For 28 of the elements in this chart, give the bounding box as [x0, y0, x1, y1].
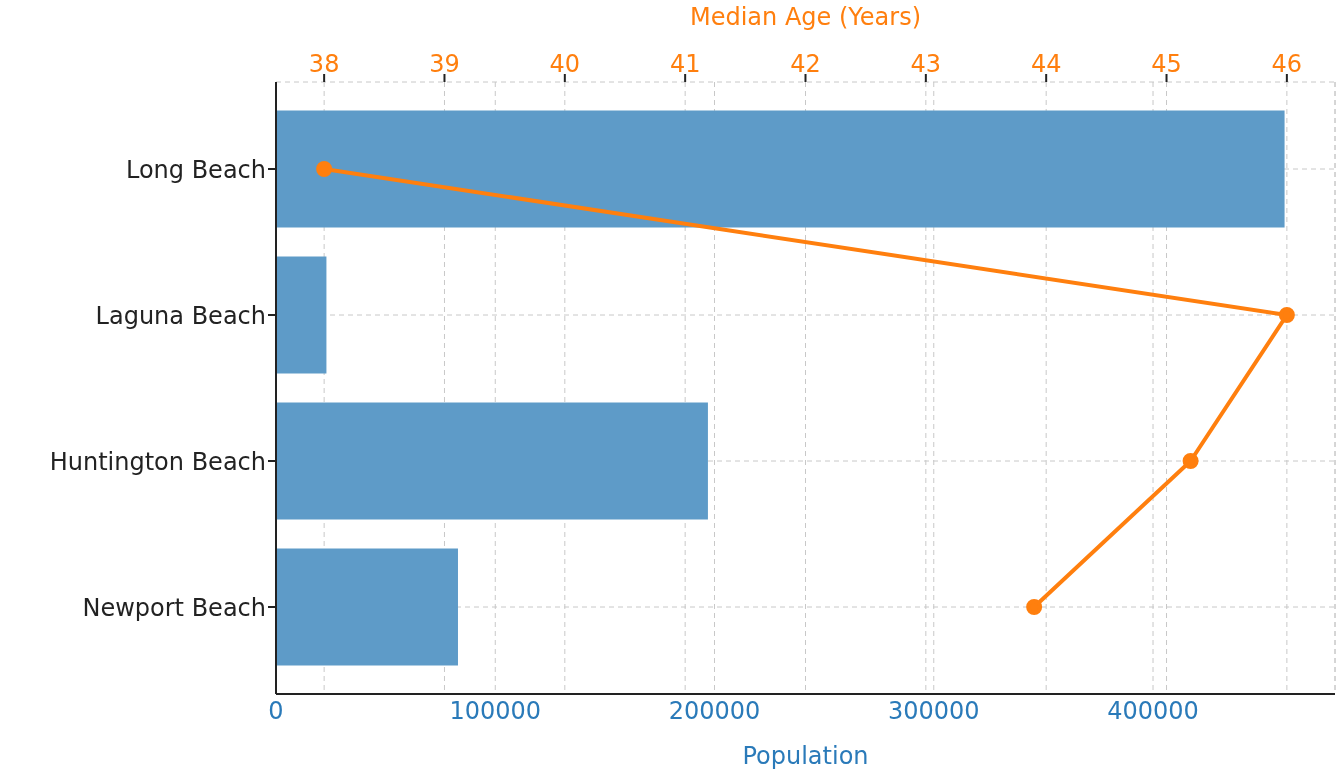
- y-tick-label: Long Beach: [125, 155, 266, 184]
- x2-tick-label: 41: [669, 50, 701, 78]
- y-tick-label: Huntington Beach: [49, 447, 266, 476]
- point: [1278, 307, 1295, 323]
- point: [316, 161, 333, 177]
- bar: [276, 548, 458, 666]
- y-tick-label: Laguna Beach: [95, 301, 266, 330]
- point: [1182, 453, 1199, 469]
- bar: [276, 256, 327, 374]
- y-tick-label: Newport Beach: [82, 593, 266, 622]
- x-tick-label: 400000: [1107, 697, 1199, 726]
- x2-tick-label: 46: [1271, 50, 1303, 78]
- x-axis-title: Population: [742, 742, 869, 770]
- x2-tick-label: 44: [1030, 50, 1062, 78]
- x-tick-label: 300000: [887, 697, 980, 726]
- x2-tick-label: 43: [910, 50, 942, 78]
- x2-tick-label: 45: [1151, 50, 1182, 78]
- x2-axis-title: Median Age (Years): [689, 3, 922, 32]
- x2-tick-label: 40: [549, 50, 581, 78]
- bar: [276, 402, 708, 520]
- x2-tick-label: 42: [790, 50, 821, 78]
- x-tick-label: 0: [268, 697, 284, 726]
- x2-tick-label: 38: [308, 50, 340, 78]
- x-tick-label: 100000: [449, 697, 542, 726]
- point: [1026, 599, 1043, 615]
- x2-tick-label: 39: [429, 50, 460, 78]
- bar: [276, 110, 1285, 228]
- x-tick-label: 200000: [668, 697, 761, 726]
